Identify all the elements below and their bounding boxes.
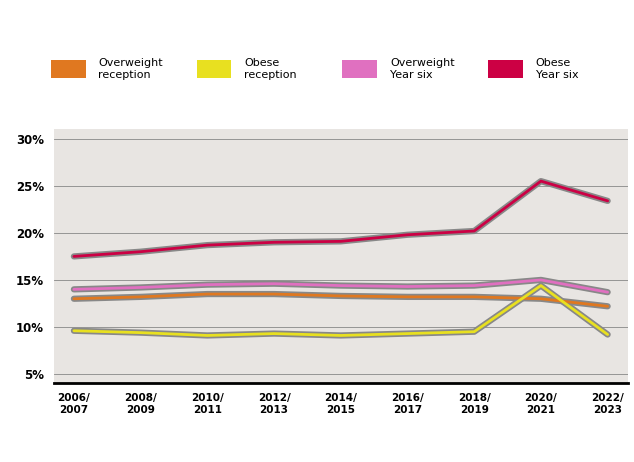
FancyBboxPatch shape — [488, 60, 523, 78]
FancyBboxPatch shape — [51, 60, 86, 78]
Text: Obese
Year six: Obese Year six — [536, 58, 578, 80]
Text: HOW ENGLAND'S CHILDREN HAVE GOTTEN FATTER OVER TIME: HOW ENGLAND'S CHILDREN HAVE GOTTEN FATTE… — [14, 16, 620, 34]
FancyBboxPatch shape — [342, 60, 377, 78]
Text: Overweight
Year six: Overweight Year six — [390, 58, 455, 80]
Text: Overweight
reception: Overweight reception — [98, 58, 163, 80]
FancyBboxPatch shape — [197, 60, 231, 78]
Text: Obese
reception: Obese reception — [244, 58, 297, 80]
